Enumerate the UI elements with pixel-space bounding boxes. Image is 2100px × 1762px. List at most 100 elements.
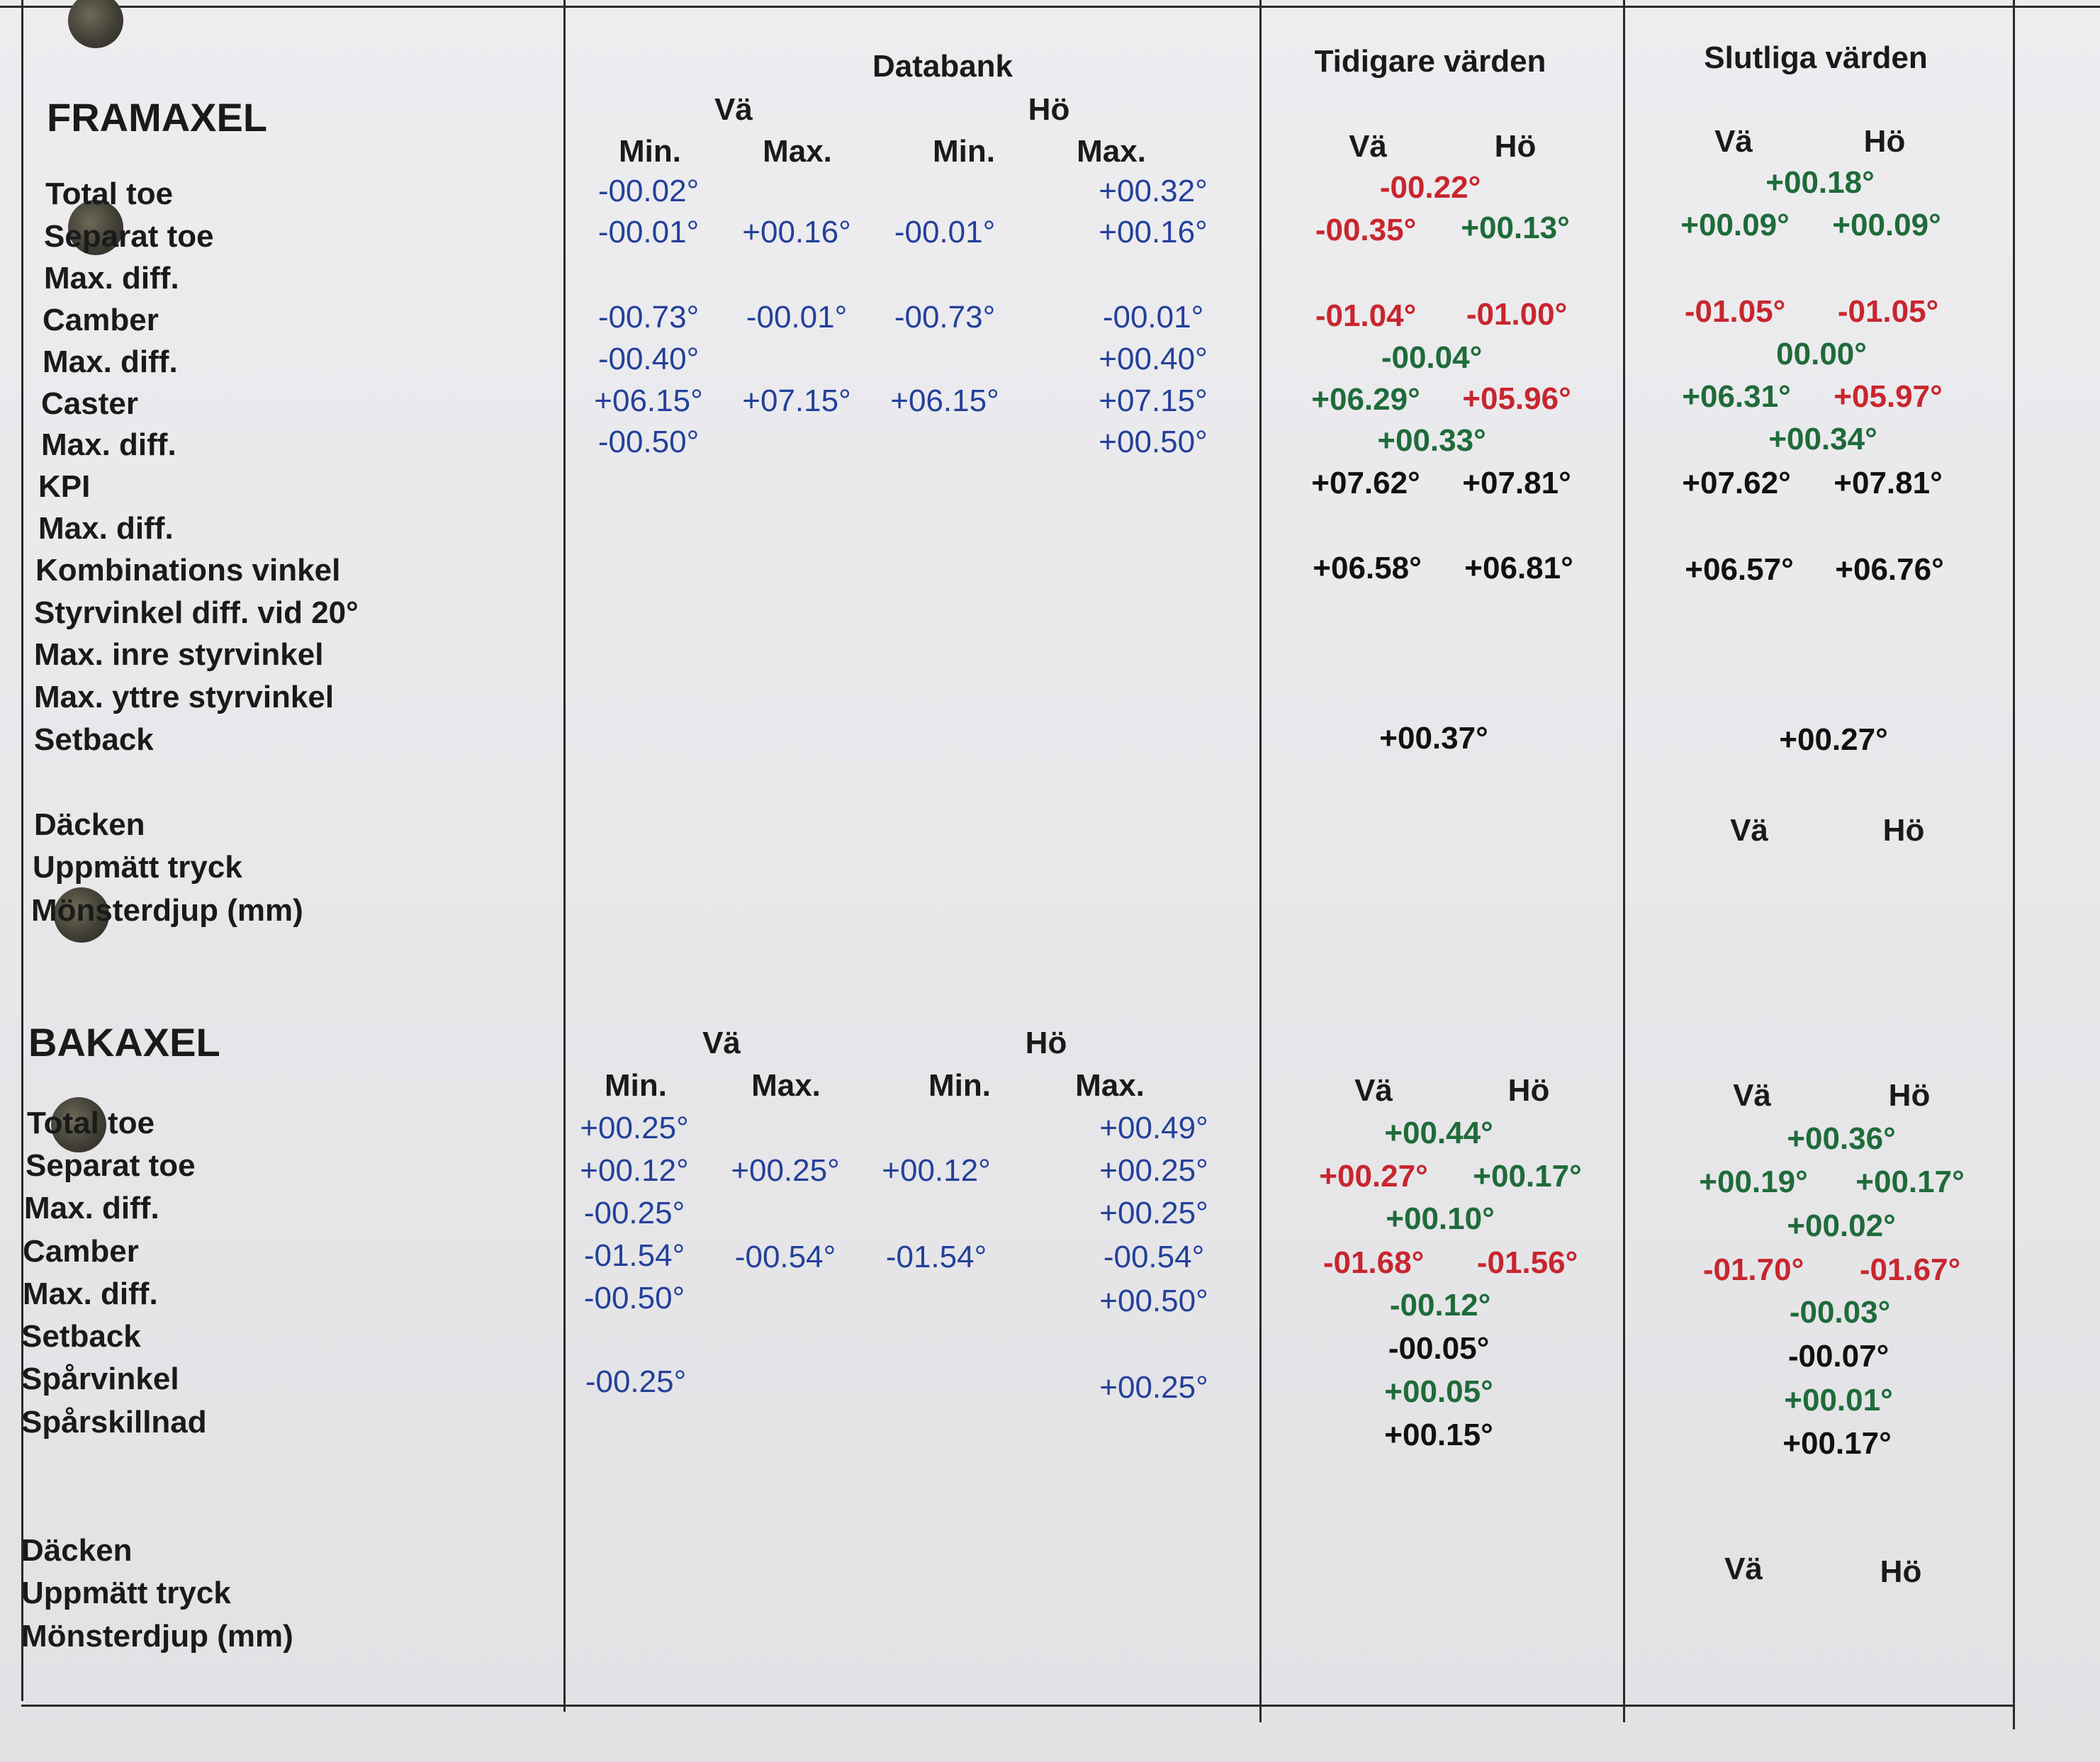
front-db-caster-max-r: +07.15° [1099, 383, 1208, 418]
front-db-camber-diff-min: -00.40° [597, 342, 700, 376]
rear-prev-sparvinkel: +00.05° [1384, 1374, 1493, 1409]
front-tires-right-header: Hö [1882, 813, 1925, 848]
front-label-total-toe: Total toe [45, 176, 174, 211]
front-label-max-diff-1: Max. diff. [44, 261, 179, 296]
rear-final-camber-r: -01.67° [1859, 1252, 1961, 1287]
rear-max-left-header: Max. [751, 1068, 821, 1103]
front-final-setback: +00.27° [1779, 722, 1888, 757]
rear-prev-setback: -00.05° [1388, 1331, 1490, 1366]
rear-max-right-header: Max. [1075, 1068, 1145, 1103]
rear-final-camber-l: -01.70° [1702, 1252, 1804, 1287]
front-db-camber-min-l: -00.73° [597, 300, 700, 335]
rear-db-toe-diff-min: -00.25° [583, 1196, 685, 1230]
front-label-yttre: Max. yttre styrvinkel [34, 680, 335, 714]
rear-databank-left-header: Vä [702, 1026, 741, 1060]
front-label-caster: Caster [41, 386, 138, 421]
front-databank-right-header: Hö [1028, 92, 1070, 127]
rear-final-setback: -00.07° [1787, 1339, 1890, 1374]
front-label-max-diff-2: Max. diff. [43, 344, 178, 379]
front-db-camber-max-l: -00.01° [746, 300, 848, 335]
rear-label-total-toe: Total toe [27, 1106, 155, 1140]
rear-final-separat-r: +00.17° [1855, 1165, 1965, 1199]
rear-db-toe-diff-max: +00.25° [1099, 1196, 1208, 1230]
column-divider-edge [2013, 0, 2015, 1729]
top-border [0, 6, 2100, 8]
front-prev-kpi-r: +07.81° [1462, 466, 1571, 500]
rear-prev-toe-diff: +00.10° [1386, 1201, 1495, 1236]
rear-label-camber: Camber [23, 1234, 139, 1269]
front-previous-left-header: Vä [1349, 129, 1387, 164]
rear-db-camber-diff-min: -00.50° [583, 1281, 685, 1315]
front-db-total-toe-min: -00.02° [597, 174, 700, 208]
punch-hole-lower [54, 887, 109, 943]
rear-prev-camber-diff: -00.12° [1389, 1288, 1491, 1323]
rear-db-camber-max-l: -00.54° [734, 1240, 836, 1274]
front-label-max-diff-4: Max. diff. [38, 511, 174, 546]
front-label-camber: Camber [43, 303, 159, 337]
front-final-camber-diff: 00.00° [1776, 337, 1867, 371]
front-db-camber-diff-max: +00.40° [1099, 342, 1208, 376]
rear-final-sparskillnad: +00.17° [1782, 1426, 1892, 1461]
front-prev-separat-r: +00.13° [1461, 211, 1570, 245]
front-final-komb-r: +06.76° [1835, 552, 1944, 587]
rear-label-setback: Setback [21, 1319, 141, 1354]
front-final-separat-r: +00.09° [1832, 208, 1941, 242]
rear-min-left-header: Min. [605, 1068, 667, 1103]
front-label-inre: Max. inre styrvinkel [34, 637, 324, 672]
rear-db-total-toe-min: +00.25° [580, 1111, 689, 1145]
front-label-tread: Mönsterdjup (mm) [31, 893, 303, 928]
front-final-komb-l: +06.57° [1685, 552, 1794, 587]
front-label-styrvinkel: Styrvinkel diff. vid 20° [34, 595, 359, 630]
rear-prev-camber-r: -01.56° [1476, 1245, 1578, 1280]
left-border [21, 0, 23, 1701]
rear-db-separat-max-l: +00.25° [731, 1153, 840, 1188]
bottom-border [21, 1705, 2013, 1707]
front-final-kpi-r: +07.81° [1834, 466, 1943, 500]
rear-final-left-header: Vä [1733, 1078, 1771, 1113]
front-db-separat-min-r: -00.01° [894, 215, 996, 249]
front-db-separat-min-l: -00.01° [597, 215, 700, 249]
front-final-total-toe: +00.18° [1765, 165, 1875, 200]
front-db-caster-min-l: +06.15° [594, 383, 703, 418]
front-prev-camber-diff: -00.04° [1381, 340, 1483, 375]
rear-prev-camber-l: -01.68° [1323, 1245, 1425, 1280]
front-prev-caster-l: +06.29° [1311, 382, 1420, 417]
rear-final-sparvinkel: +00.01° [1784, 1383, 1893, 1418]
rear-db-separat-min-l: +00.12° [580, 1153, 689, 1188]
front-label-kpi: KPI [38, 469, 91, 504]
rear-label-pressure: Uppmätt tryck [21, 1576, 231, 1610]
column-divider-left [563, 0, 566, 1712]
rear-label-sparvinkel: Spårvinkel [21, 1362, 179, 1396]
front-prev-komb-r: +06.81° [1464, 551, 1573, 585]
rear-db-camber-max-r: -00.54° [1103, 1240, 1205, 1274]
rear-prev-sparskillnad: +00.15° [1384, 1418, 1493, 1452]
rear-databank-right-header: Hö [1025, 1026, 1067, 1060]
front-prev-setback: +00.37° [1379, 721, 1488, 756]
front-final-camber-l: -01.05° [1684, 294, 1786, 329]
rear-prev-separat-l: +00.27° [1319, 1159, 1428, 1194]
front-prev-camber-r: -01.00° [1466, 297, 1568, 332]
front-prev-total-toe: -00.22° [1379, 170, 1481, 205]
front-db-caster-diff-max: +00.50° [1099, 425, 1208, 459]
rear-db-sparvinkel-max: +00.25° [1099, 1370, 1208, 1405]
column-divider-right [1623, 0, 1625, 1722]
previous-values-header: Tidigare värden [1314, 44, 1546, 79]
rear-db-camber-min-r: -01.54° [885, 1240, 987, 1274]
rear-prev-total-toe: +00.44° [1384, 1116, 1493, 1150]
front-prev-komb-l: +06.58° [1313, 551, 1422, 585]
front-db-total-toe-max: +00.32° [1099, 174, 1208, 208]
front-label-pressure: Uppmätt tryck [33, 850, 242, 885]
rear-label-sparskillnad: Spårskillnad [21, 1405, 207, 1440]
rear-label-separat-toe: Separat toe [26, 1148, 196, 1183]
rear-final-right-header: Hö [1888, 1078, 1931, 1113]
front-prev-caster-diff: +00.33° [1377, 423, 1486, 458]
front-db-separat-max-r: +00.16° [1099, 215, 1208, 249]
front-max-right-header: Max. [1077, 134, 1146, 169]
front-min-left-header: Min. [619, 134, 681, 169]
front-db-camber-min-r: -00.73° [894, 300, 996, 335]
rear-db-separat-max-r: +00.25° [1099, 1153, 1208, 1188]
rear-db-camber-diff-max: +00.50° [1099, 1284, 1208, 1318]
front-previous-right-header: Hö [1494, 129, 1537, 164]
front-db-caster-min-r: +06.15° [890, 383, 999, 418]
rear-prev-separat-r: +00.17° [1473, 1159, 1582, 1194]
